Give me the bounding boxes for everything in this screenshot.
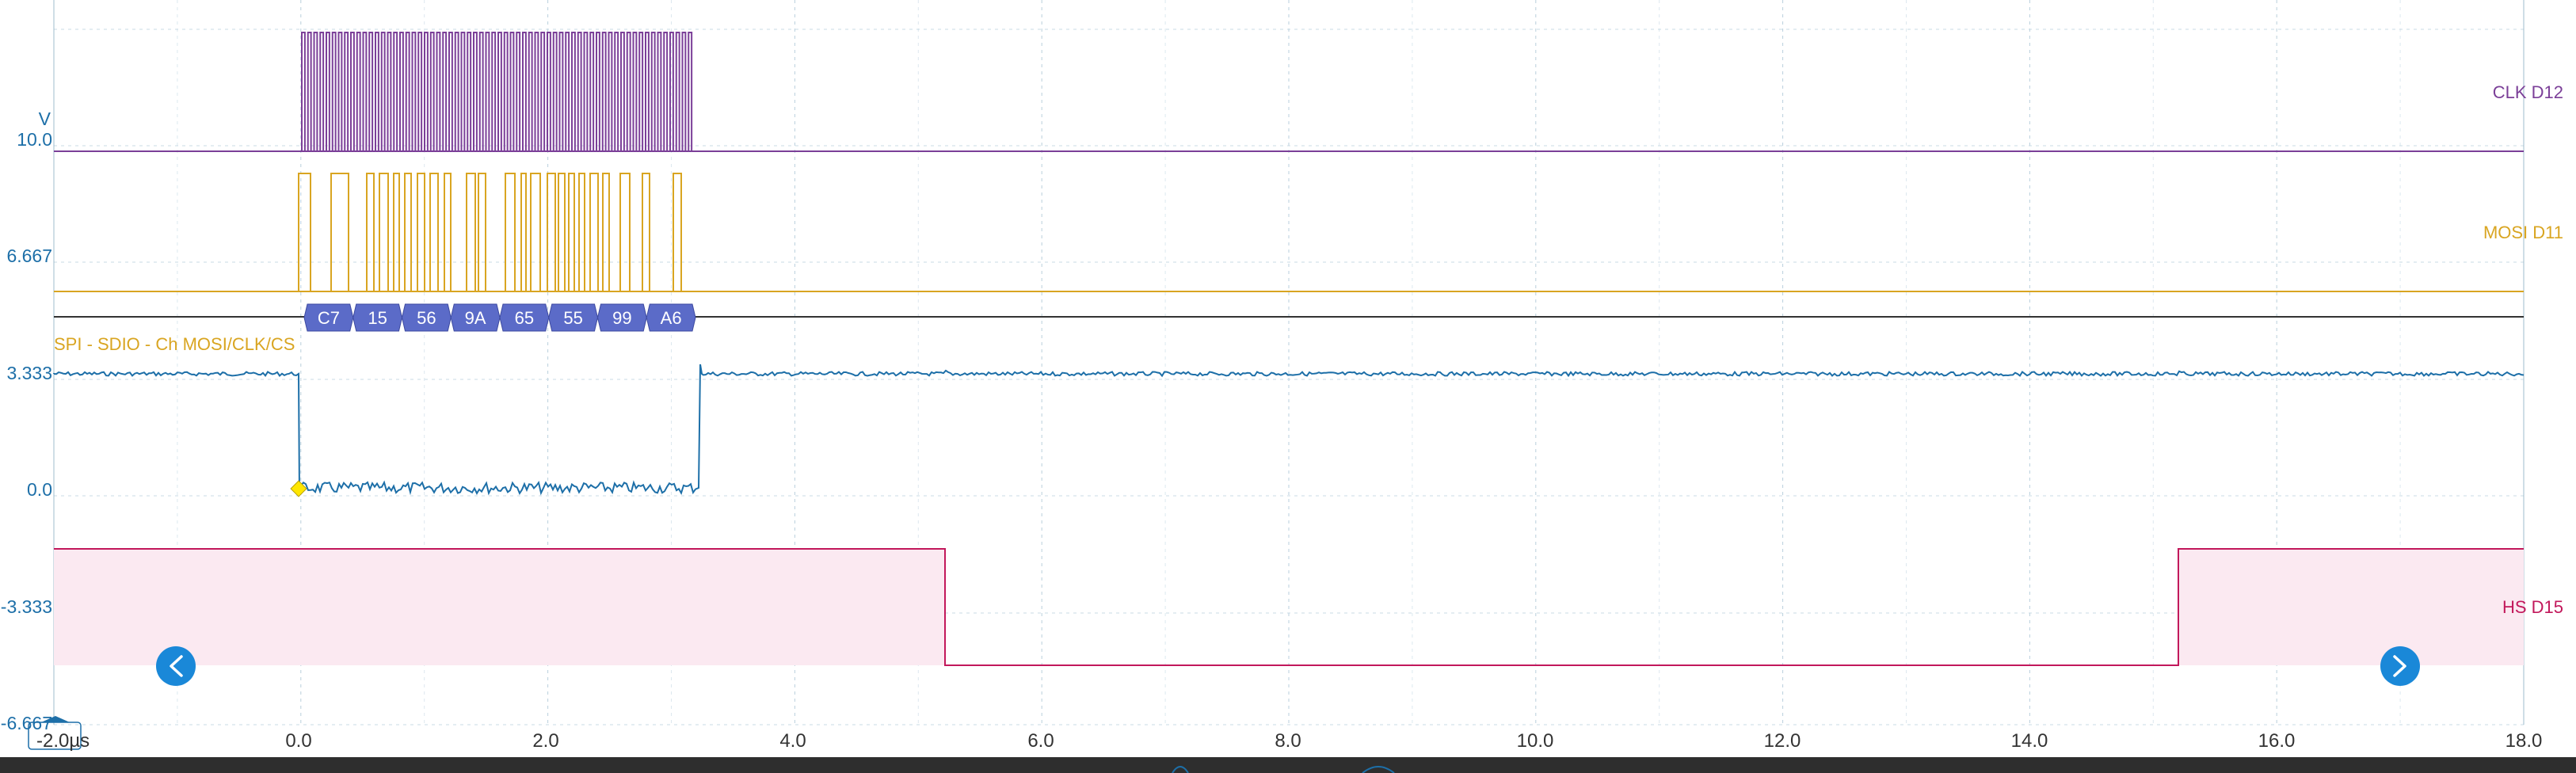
hs-trace bbox=[54, 548, 2524, 666]
x-tick-label: 0.0 bbox=[285, 730, 311, 752]
scroll-left-button[interactable] bbox=[156, 646, 196, 686]
hs-high-fill bbox=[2178, 549, 2524, 665]
hs-channel-label: HS D15 bbox=[2502, 597, 2563, 617]
hs-channel: HS D15 bbox=[54, 548, 2563, 666]
decoded-byte-label: C7 bbox=[318, 308, 340, 328]
decoder-bytes: C7 15 56 9A 65 55 99 A6 bbox=[303, 303, 696, 332]
y-axis: V 10.0 6.667 3.333 0.0 -3.333 -6.667 bbox=[1, 109, 52, 733]
x-tick-label: 6.0 bbox=[1027, 730, 1054, 752]
x-start-label: -2.0µs bbox=[36, 730, 90, 752]
y-tick-label: 3.333 bbox=[6, 363, 52, 383]
spi-decoder[interactable]: C7 15 56 9A 65 55 99 A6 SPI - SDIO - Ch MOSI/CL… bbox=[54, 303, 2524, 354]
decoded-byte-label: 55 bbox=[563, 308, 582, 328]
decoded-byte-box[interactable] bbox=[548, 303, 599, 332]
decoded-byte-label: A6 bbox=[661, 308, 682, 328]
x-start-marker[interactable] bbox=[41, 716, 70, 722]
x-tick-label: 18.0 bbox=[2506, 730, 2543, 752]
x-tick-label: 10.0 bbox=[1517, 730, 1554, 752]
decoder-label: SPI - SDIO - Ch MOSI/CLK/CS bbox=[54, 334, 295, 354]
bottom-toolbar bbox=[0, 757, 2576, 773]
y-tick-label: 6.667 bbox=[6, 246, 52, 266]
decoded-byte-box[interactable] bbox=[646, 303, 696, 332]
x-tick-label: 14.0 bbox=[2011, 730, 2048, 752]
y-tick-label: 10.0 bbox=[17, 129, 52, 150]
y-axis-unit: V bbox=[39, 109, 51, 129]
mosi-channel-label: MOSI D11 bbox=[2483, 223, 2563, 242]
clk-channel: CLK D12 bbox=[54, 32, 2563, 152]
decoded-byte-label: 15 bbox=[368, 308, 387, 328]
x-tick-label: 12.0 bbox=[1764, 730, 1801, 752]
analog-trace bbox=[53, 364, 2525, 496]
decoded-byte-label: 99 bbox=[612, 308, 631, 328]
y-tick-label: -3.333 bbox=[1, 596, 52, 617]
mosi-channel: MOSI D11 bbox=[54, 173, 2563, 292]
hs-high-fill bbox=[54, 549, 945, 665]
chevron-right-icon bbox=[2393, 655, 2406, 677]
decoded-byte-box[interactable] bbox=[450, 303, 501, 332]
decoded-byte-box[interactable] bbox=[401, 303, 452, 332]
decoded-byte-label: 9A bbox=[465, 308, 486, 328]
scroll-right-button[interactable] bbox=[2380, 646, 2420, 686]
bottom-handle[interactable] bbox=[1172, 766, 1395, 773]
decoded-byte-label: 56 bbox=[417, 308, 436, 328]
x-tick-label: 4.0 bbox=[779, 730, 806, 752]
analog-channel bbox=[53, 364, 2525, 497]
x-tick-label: 8.0 bbox=[1275, 730, 1301, 752]
decoded-byte-box[interactable] bbox=[303, 303, 354, 332]
trigger-marker[interactable] bbox=[290, 480, 307, 497]
x-tick-label: 16.0 bbox=[2258, 730, 2296, 752]
decoded-byte-box[interactable] bbox=[499, 303, 550, 332]
clk-channel-label: CLK D12 bbox=[2493, 82, 2563, 102]
mosi-trace bbox=[54, 173, 2524, 292]
chevron-left-icon bbox=[170, 655, 183, 677]
decoded-byte-box[interactable] bbox=[596, 303, 647, 332]
decoded-byte-label: 65 bbox=[515, 308, 534, 328]
y-tick-label: -6.667 bbox=[1, 713, 52, 733]
decoded-byte-box[interactable] bbox=[352, 303, 403, 332]
y-tick-label: 0.0 bbox=[27, 479, 52, 500]
x-axis: -2.0µs 0.0 2.0 4.0 6.0 8.0 10.0 12.0 14.… bbox=[28, 716, 2543, 752]
x-start-label-box[interactable] bbox=[28, 722, 82, 750]
clk-trace bbox=[54, 32, 2524, 152]
x-tick-label: 2.0 bbox=[532, 730, 558, 752]
